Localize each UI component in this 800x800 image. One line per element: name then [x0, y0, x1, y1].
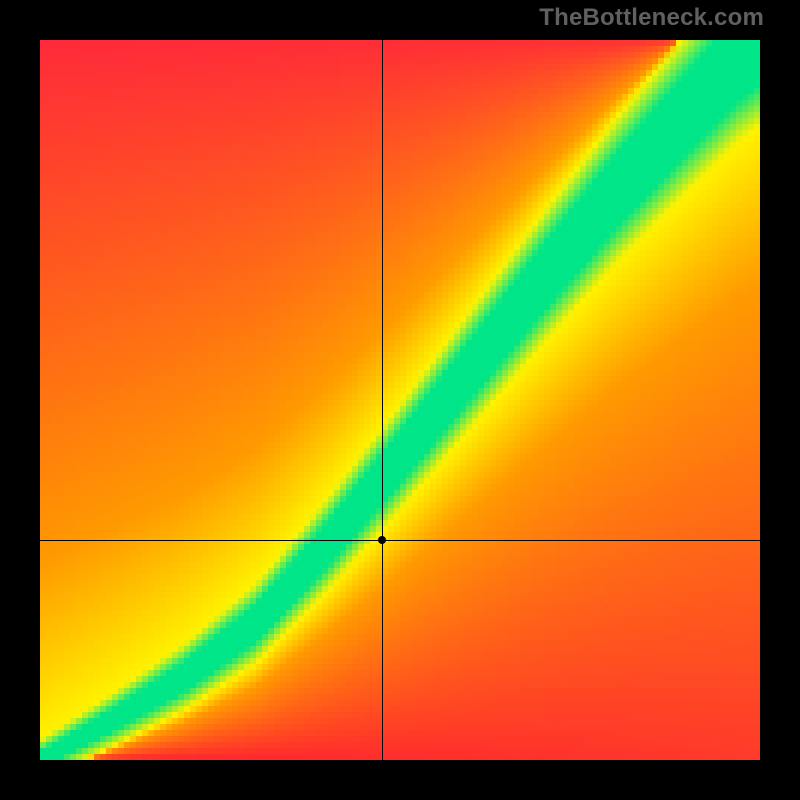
crosshair-vertical: [382, 40, 383, 760]
chart-container: TheBottleneck.com: [0, 0, 800, 800]
crosshair-horizontal: [40, 540, 760, 541]
heatmap-canvas: [40, 40, 760, 760]
watermark-text: TheBottleneck.com: [539, 4, 764, 32]
data-point-marker: [378, 536, 386, 544]
